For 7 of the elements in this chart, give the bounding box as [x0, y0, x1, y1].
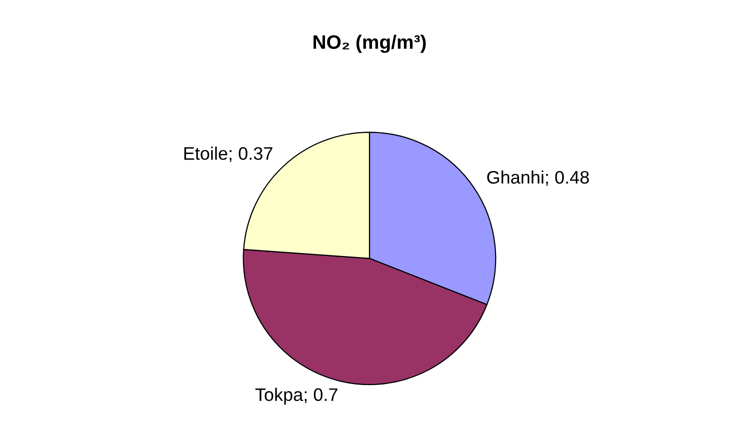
slice-label: Etoile — [184, 146, 228, 160]
data-label: ; 0.7 — [304, 388, 338, 404]
data-label: ; 0.48 — [546, 170, 589, 186]
slice-label: Tokpa — [255, 388, 304, 405]
chart-title: NO₂ (mg/m³) — [314, 34, 426, 53]
data-label: ; 0.37 — [230, 147, 272, 162]
slice-label: Ghanhi — [487, 170, 544, 184]
